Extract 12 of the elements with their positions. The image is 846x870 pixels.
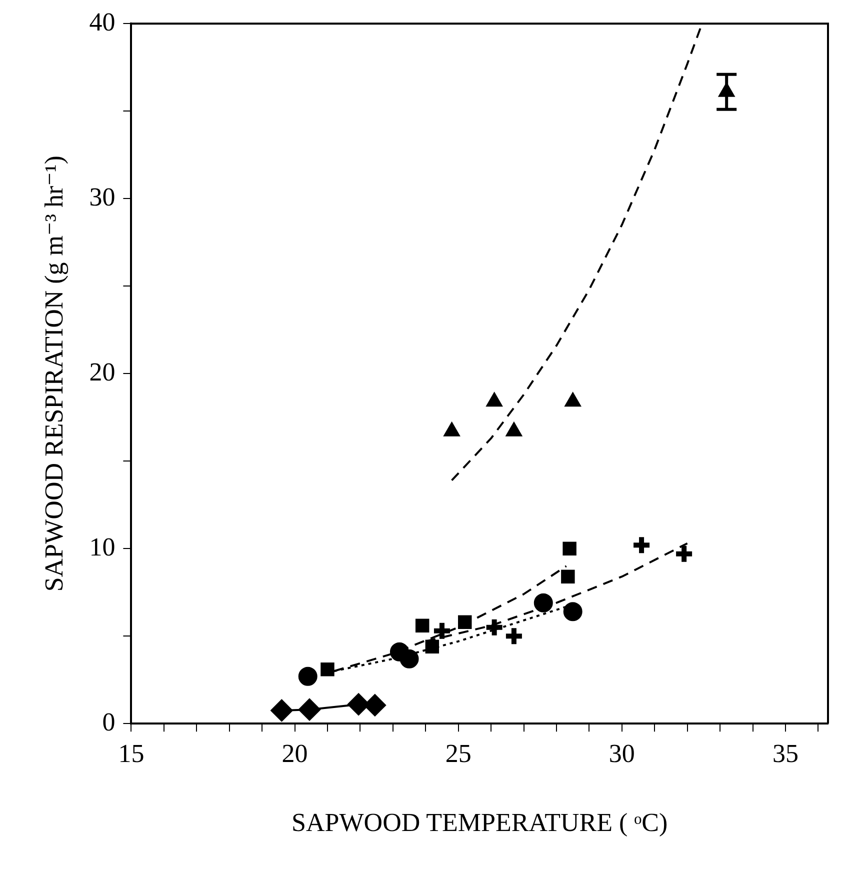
y-tick-label: 0 <box>102 707 116 736</box>
y-tick-label: 10 <box>89 532 116 562</box>
y-tick-label: 40 <box>89 7 116 36</box>
y-axis-title: SAPWOOD RESPIRATION (g m⁻³ hr⁻¹) <box>39 156 68 592</box>
x-tick-label: 35 <box>772 739 798 768</box>
y-tick-label: 30 <box>89 182 116 212</box>
x-tick-label: 30 <box>608 739 635 768</box>
x-tick-label: 25 <box>445 739 472 768</box>
x-axis-title: SAPWOOD TEMPERATURE ( ᵒC) <box>292 808 668 838</box>
y-tick-label: 20 <box>89 357 116 386</box>
x-tick-label: 20 <box>282 739 308 768</box>
x-tick-label: 15 <box>118 739 144 768</box>
